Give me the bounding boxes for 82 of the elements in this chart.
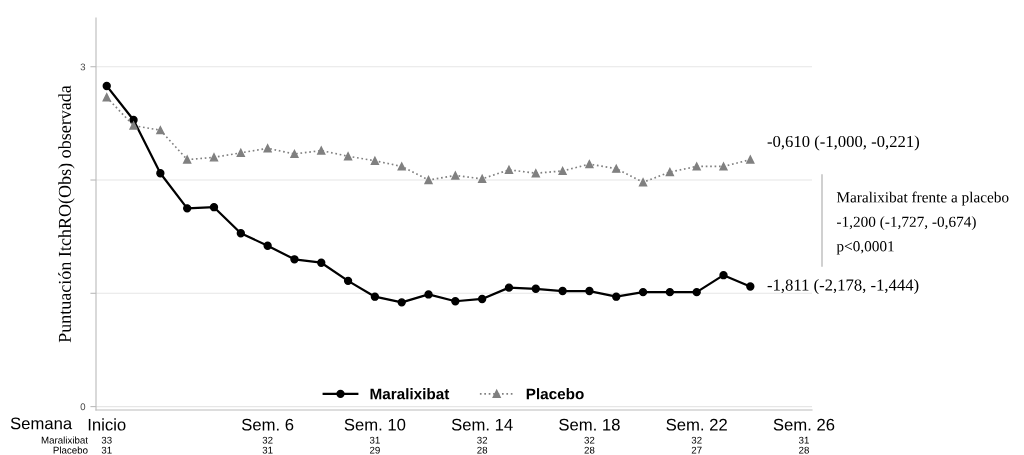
text: 32 bbox=[262, 436, 273, 444]
point bbox=[531, 284, 540, 293]
y-tick-label: 3 bbox=[80, 63, 86, 71]
point bbox=[317, 146, 326, 155]
point bbox=[424, 290, 433, 299]
x-tick-label: Sem. 26 bbox=[773, 418, 835, 431]
point bbox=[746, 282, 755, 291]
point bbox=[558, 166, 567, 176]
point bbox=[585, 159, 594, 169]
text: 28 bbox=[477, 446, 488, 454]
point bbox=[343, 276, 353, 286]
text: 31 bbox=[101, 446, 112, 454]
point bbox=[719, 162, 728, 171]
point bbox=[397, 162, 406, 171]
point bbox=[558, 286, 567, 296]
point bbox=[692, 162, 701, 171]
legend-label: Maralixibat bbox=[370, 388, 450, 400]
y-axis-title: Puntuación ItchRO(Obs) observada bbox=[58, 85, 75, 343]
text: 33 bbox=[101, 436, 112, 444]
point bbox=[263, 144, 272, 153]
text: Maralixibat frente a placebo -1,200 (-1,727, -0,674) p<0,0001 bbox=[836, 191, 1009, 255]
point bbox=[263, 241, 272, 250]
point bbox=[665, 288, 675, 297]
point bbox=[183, 204, 192, 213]
x-tick-label: Inicio bbox=[88, 418, 126, 431]
annotation: -1,811 (-2,178, -1,444) bbox=[767, 278, 919, 295]
point bbox=[129, 115, 138, 125]
point bbox=[236, 148, 245, 157]
point bbox=[236, 229, 245, 238]
point bbox=[370, 156, 380, 165]
x-tick-label: Sem. 10 bbox=[344, 418, 406, 431]
point bbox=[183, 155, 192, 164]
point bbox=[102, 81, 111, 91]
text: 28 bbox=[799, 446, 809, 454]
point bbox=[585, 286, 594, 296]
point bbox=[638, 178, 648, 187]
y-tick-label: 0 bbox=[80, 403, 86, 411]
point bbox=[290, 149, 299, 159]
point bbox=[156, 169, 165, 178]
point bbox=[638, 288, 648, 297]
point bbox=[424, 175, 433, 185]
point bbox=[746, 155, 755, 164]
point bbox=[665, 167, 675, 177]
point bbox=[692, 288, 701, 297]
point bbox=[612, 164, 621, 173]
point bbox=[209, 203, 219, 212]
legend-label: Placebo bbox=[526, 388, 584, 400]
point bbox=[477, 174, 487, 184]
point bbox=[343, 152, 353, 161]
x-tick-label: Sem. 14 bbox=[451, 418, 513, 431]
annotation: -0,610 (-1,000, -0,221) bbox=[767, 135, 920, 151]
point bbox=[102, 93, 111, 102]
text: 27 bbox=[691, 446, 702, 454]
x-tick-label: Sem. 18 bbox=[559, 418, 620, 431]
point bbox=[129, 121, 138, 130]
text: 29 bbox=[369, 446, 380, 454]
point bbox=[317, 258, 326, 267]
point bbox=[156, 125, 165, 135]
point bbox=[504, 283, 514, 292]
text: Maralixibat bbox=[41, 436, 88, 444]
point bbox=[209, 153, 219, 162]
text: Placebo bbox=[53, 446, 88, 454]
x-axis-title: Semana bbox=[10, 417, 73, 430]
text: 32 bbox=[691, 436, 702, 444]
text: 31 bbox=[369, 436, 380, 444]
point bbox=[612, 292, 621, 301]
point bbox=[451, 297, 460, 306]
point bbox=[719, 271, 728, 280]
text: 31 bbox=[262, 446, 273, 454]
x-tick-label: Sem. 6 bbox=[241, 418, 294, 431]
point bbox=[397, 298, 406, 307]
point bbox=[290, 255, 299, 264]
x-tick-label: Sem. 22 bbox=[666, 418, 727, 431]
point bbox=[504, 165, 514, 174]
text: 31 bbox=[798, 436, 809, 444]
point bbox=[477, 294, 487, 304]
text: 32 bbox=[477, 436, 488, 444]
text: 28 bbox=[584, 446, 595, 454]
point bbox=[531, 169, 540, 178]
point bbox=[451, 171, 460, 180]
text: 32 bbox=[584, 436, 595, 444]
point bbox=[370, 292, 380, 301]
